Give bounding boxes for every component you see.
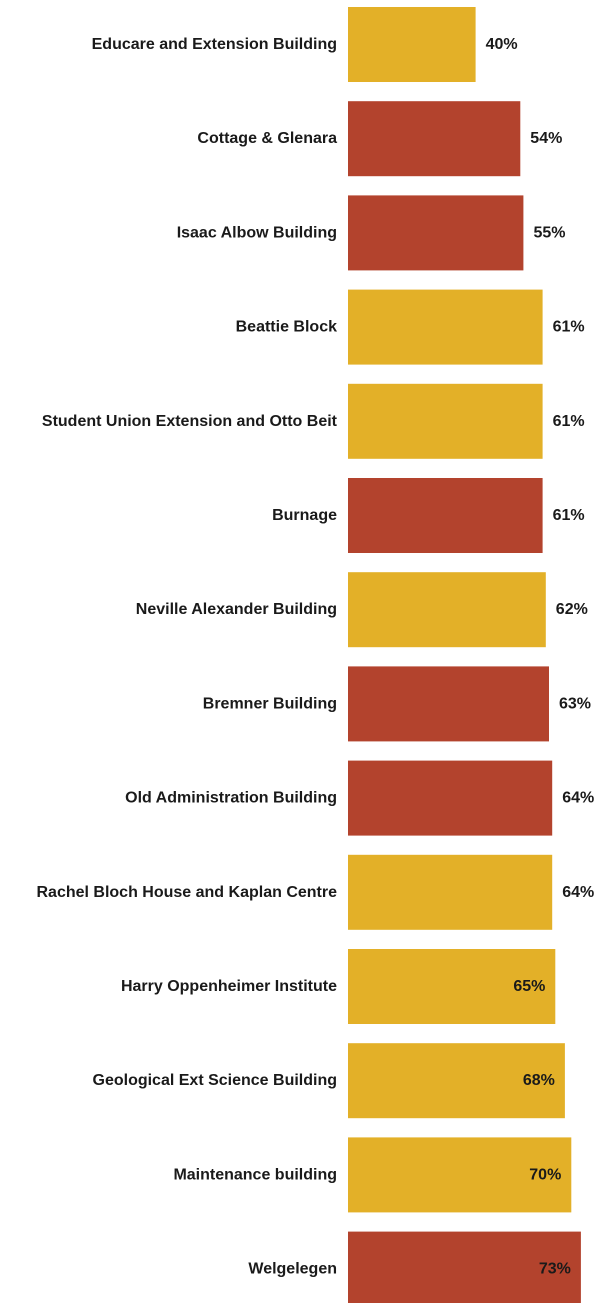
category-label: Old Administration Building bbox=[125, 790, 337, 807]
bar bbox=[348, 478, 543, 553]
bar bbox=[348, 949, 556, 1024]
category-label: Rachel Bloch House and Kaplan Centre bbox=[36, 884, 337, 901]
bars-group bbox=[348, 7, 581, 1303]
category-label: Burnage bbox=[272, 507, 337, 524]
value-label: 63% bbox=[559, 695, 591, 712]
category-labels-group: Educare and Extension Building Cottage & … bbox=[36, 36, 337, 1278]
bar bbox=[348, 101, 521, 177]
bar bbox=[348, 1231, 581, 1303]
bar bbox=[348, 854, 553, 930]
value-label: 55% bbox=[534, 224, 566, 241]
bar bbox=[348, 195, 524, 271]
bar bbox=[348, 1043, 565, 1119]
category-label: Harry Oppenheimer Institute bbox=[121, 978, 337, 995]
bar bbox=[348, 1137, 572, 1213]
category-label: Maintenance building bbox=[173, 1166, 337, 1183]
category-label: Geological Ext Science Building bbox=[93, 1072, 338, 1089]
bar bbox=[348, 572, 546, 648]
category-label: Neville Alexander Building bbox=[136, 601, 337, 618]
category-label: Welgelegen bbox=[248, 1261, 337, 1278]
category-label: Student Union Extension and Otto Beit bbox=[42, 413, 338, 430]
category-label: Cottage & Glenara bbox=[197, 130, 337, 147]
value-label: 62% bbox=[556, 601, 588, 618]
value-label: 68% bbox=[523, 1072, 555, 1089]
value-label: 61% bbox=[553, 319, 585, 336]
category-label: Beattie Block bbox=[236, 319, 337, 336]
value-labels-group: 40% 54% 55% 61% 61% 61% 62% 63% 64% 64% 65% 68% 70% 7… bbox=[486, 36, 595, 1278]
value-label: 73% bbox=[539, 1261, 571, 1278]
bar bbox=[348, 383, 543, 459]
bar bbox=[348, 760, 553, 836]
value-label: 61% bbox=[553, 413, 585, 430]
bar bbox=[348, 666, 549, 742]
bar bbox=[348, 7, 476, 82]
value-label: 54% bbox=[530, 130, 562, 147]
bar bbox=[348, 289, 543, 365]
category-label: Isaac Albow Building bbox=[177, 224, 337, 241]
value-label: 64% bbox=[562, 790, 594, 807]
value-label: 40% bbox=[486, 36, 518, 53]
value-label: 70% bbox=[529, 1166, 561, 1183]
value-label: 65% bbox=[513, 978, 545, 995]
value-label: 64% bbox=[562, 884, 594, 901]
value-label: 61% bbox=[553, 507, 585, 524]
category-label: Bremner Building bbox=[203, 695, 337, 712]
category-label: Educare and Extension Building bbox=[92, 36, 337, 53]
